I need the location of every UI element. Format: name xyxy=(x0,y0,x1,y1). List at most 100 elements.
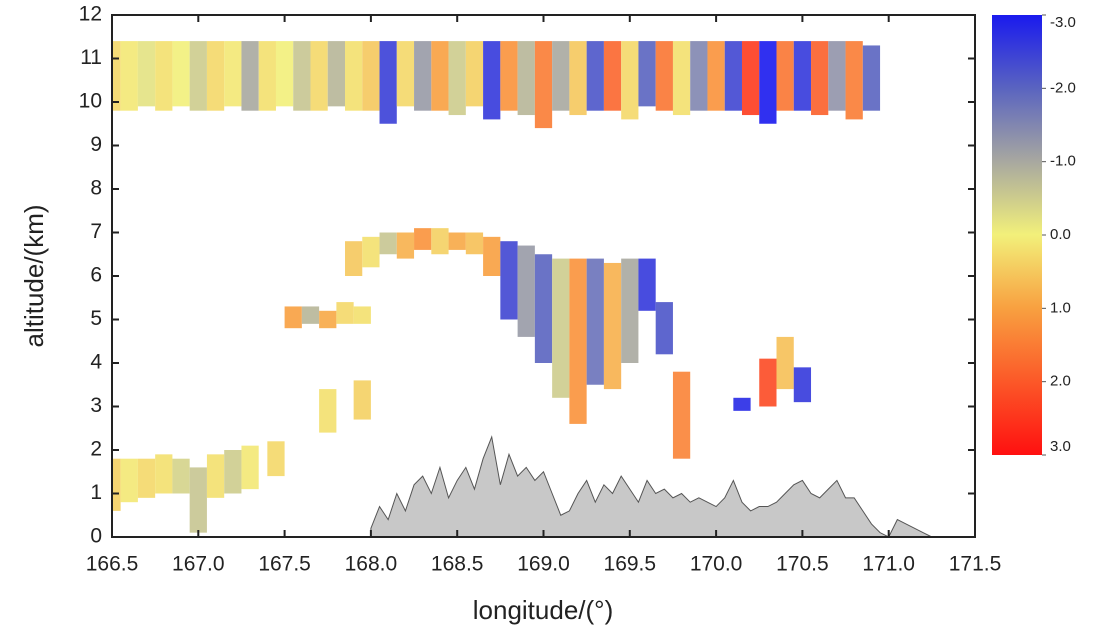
field-cell xyxy=(362,41,380,111)
field-cell xyxy=(396,232,415,259)
field-cell xyxy=(310,41,328,111)
field-cell xyxy=(586,258,604,385)
field-cell xyxy=(120,41,138,111)
x-tick-label: 171.0 xyxy=(862,553,915,576)
y-tick-label: 5 xyxy=(90,307,102,330)
x-tick-label: 167.5 xyxy=(258,553,311,576)
field-cell xyxy=(776,41,794,111)
field-cell xyxy=(483,41,501,120)
field-cell xyxy=(120,458,138,503)
field-cell xyxy=(362,236,380,268)
field-cell xyxy=(172,41,190,107)
field-cell xyxy=(793,41,812,111)
x-tick-label: 171.5 xyxy=(949,553,1002,576)
field-cell xyxy=(258,41,276,111)
field-cell xyxy=(483,236,501,276)
field-cell xyxy=(707,41,725,111)
colorbar-label: -1.0 xyxy=(1050,153,1076,170)
field-cell xyxy=(112,41,121,111)
field-cell xyxy=(534,41,553,129)
y-tick-label: 4 xyxy=(90,351,102,374)
field-cell xyxy=(206,41,225,111)
x-tick-label: 170.5 xyxy=(776,553,829,576)
colorbar-label: -2.0 xyxy=(1050,79,1076,96)
x-axis-label: longitude/(°) xyxy=(473,595,613,625)
field-cell xyxy=(448,41,466,116)
y-tick-label: 12 xyxy=(79,3,102,26)
field-cell xyxy=(638,41,656,107)
x-tick-label: 168.0 xyxy=(345,553,398,576)
x-tick-label: 170.0 xyxy=(690,553,743,576)
field-cell xyxy=(603,262,622,390)
colorbar-label: 0.0 xyxy=(1050,226,1071,243)
y-tick-label: 7 xyxy=(90,220,102,243)
field-cell xyxy=(759,41,777,124)
field-cell xyxy=(793,367,812,403)
field-cell xyxy=(776,336,794,390)
y-axis-label: altitude/(km) xyxy=(19,204,49,347)
field-cell xyxy=(112,458,121,511)
field-cell xyxy=(828,41,846,111)
colorbar-label: 1.0 xyxy=(1050,299,1071,316)
field-cell xyxy=(319,310,337,329)
field-cell xyxy=(690,41,708,111)
field-cell xyxy=(431,41,449,111)
y-tick-label: 1 xyxy=(90,481,102,504)
colorbar-label: 3.0 xyxy=(1050,438,1071,455)
field-cell xyxy=(811,41,829,116)
y-tick-label: 10 xyxy=(79,90,102,113)
colorbar-label: 2.0 xyxy=(1050,373,1071,390)
field-cell xyxy=(465,232,484,255)
field-cell xyxy=(465,41,484,107)
field-cell xyxy=(414,41,432,111)
colorbar xyxy=(992,15,1042,455)
y-tick-label: 2 xyxy=(90,438,102,461)
x-tick-label: 169.0 xyxy=(517,553,570,576)
field-cell xyxy=(862,45,881,111)
field-cell xyxy=(189,41,207,111)
x-tick-label: 168.5 xyxy=(431,553,484,576)
field-cell xyxy=(586,41,604,111)
y-tick-label: 11 xyxy=(80,46,102,69)
y-tick-label: 6 xyxy=(90,264,102,287)
field-cell xyxy=(327,41,346,107)
field-cell xyxy=(672,41,691,116)
field-cell xyxy=(500,41,518,111)
field-cell xyxy=(353,306,371,324)
field-cell xyxy=(448,232,466,250)
field-cell xyxy=(534,254,553,363)
field-cell xyxy=(552,258,570,398)
field-cell xyxy=(293,41,311,111)
field-cell xyxy=(638,258,656,311)
field-cell xyxy=(500,241,518,320)
field-cell xyxy=(431,228,449,255)
y-tick-label: 3 xyxy=(90,394,102,417)
field-cell xyxy=(241,445,259,490)
field-cell xyxy=(569,258,587,424)
field-cell xyxy=(224,41,242,107)
field-cell xyxy=(621,41,639,120)
field-cell xyxy=(517,245,535,337)
field-cell xyxy=(241,41,259,111)
field-cell xyxy=(155,454,173,494)
field-cell xyxy=(155,41,173,111)
field-cell xyxy=(724,41,742,111)
x-tick-label: 169.5 xyxy=(604,553,657,576)
field-cell xyxy=(396,41,415,107)
field-cell xyxy=(206,454,225,498)
terrain-area xyxy=(370,435,933,538)
field-cell xyxy=(569,41,587,116)
field-cell xyxy=(353,380,371,420)
field-cell xyxy=(137,41,156,107)
field-cell xyxy=(319,389,337,433)
field-cell xyxy=(336,302,354,324)
field-cell xyxy=(172,458,190,494)
field-cell xyxy=(672,371,691,459)
colorbar-label: -3.0 xyxy=(1050,14,1076,31)
field-cell xyxy=(655,41,673,111)
field-cell xyxy=(379,41,397,124)
field-cell xyxy=(655,302,673,355)
x-tick-label: 167.0 xyxy=(172,553,225,576)
y-tick-label: 9 xyxy=(90,133,102,156)
